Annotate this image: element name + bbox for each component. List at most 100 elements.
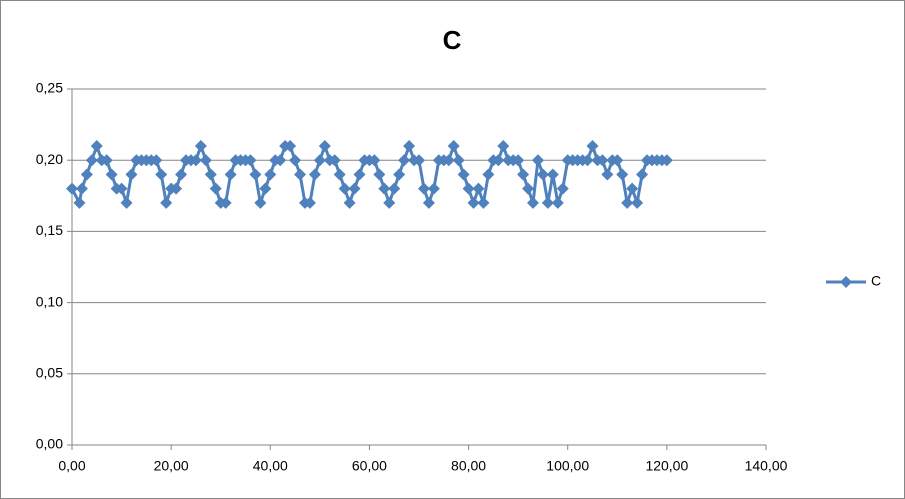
marker (219, 196, 232, 209)
y-tick-label: 0,05 (36, 365, 63, 381)
marker (199, 154, 212, 167)
marker (393, 168, 406, 181)
y-tick-label: 0,25 (36, 80, 63, 96)
marker (413, 154, 425, 167)
marker (512, 154, 525, 167)
marker (120, 196, 133, 209)
marker (274, 154, 287, 167)
marker (596, 154, 609, 167)
marker (224, 168, 237, 181)
marker (353, 168, 366, 181)
marker (373, 168, 386, 181)
marker (348, 182, 361, 195)
x-tick-label: 100,00 (546, 458, 589, 474)
marker (115, 182, 128, 195)
marker (254, 196, 267, 209)
marker (80, 168, 93, 181)
marker (621, 196, 634, 209)
marker (244, 154, 257, 167)
marker (289, 154, 302, 167)
marker (66, 182, 78, 195)
marker (284, 139, 297, 152)
marker (527, 196, 540, 209)
y-tick-label: 0,20 (36, 151, 63, 167)
marker (457, 168, 470, 181)
y-tick-label: 0,10 (36, 293, 63, 309)
marker (170, 182, 183, 195)
marker (601, 168, 614, 181)
marker (100, 154, 113, 167)
marker (581, 154, 594, 167)
marker (383, 196, 396, 209)
marker (522, 182, 535, 195)
marker (422, 196, 435, 209)
marker (75, 182, 88, 195)
x-tick-label: 20,00 (154, 458, 189, 474)
marker (308, 168, 321, 181)
marker (85, 154, 98, 167)
y-tick-label: 0,00 (36, 436, 63, 452)
marker (626, 182, 639, 195)
x-tick-label: 40,00 (253, 458, 288, 474)
marker (189, 154, 202, 167)
marker (660, 154, 673, 167)
marker (313, 154, 326, 167)
x-tick-label: 120,00 (645, 458, 688, 474)
marker (155, 168, 168, 181)
marker (368, 154, 381, 167)
marker (150, 154, 163, 167)
marker (388, 182, 401, 195)
marker (556, 182, 569, 195)
legend-label: C (871, 273, 881, 289)
marker (467, 196, 480, 209)
marker (125, 168, 138, 181)
marker (403, 139, 416, 152)
x-tick-label: 140,00 (745, 458, 788, 474)
marker (160, 196, 173, 209)
marker (333, 168, 346, 181)
y-tick-label: 0,15 (36, 222, 63, 238)
marker (482, 168, 495, 181)
marker (452, 154, 465, 167)
marker (338, 182, 351, 195)
marker (517, 168, 530, 181)
marker (328, 154, 341, 167)
legend-marker (840, 276, 852, 288)
marker (318, 139, 331, 152)
x-tick-label: 60,00 (352, 458, 387, 474)
marker (616, 168, 629, 181)
marker (472, 182, 485, 195)
marker (264, 168, 277, 181)
marker (442, 154, 455, 167)
marker (90, 139, 103, 152)
marker (204, 168, 217, 181)
marker (294, 168, 307, 181)
marker (631, 196, 644, 209)
marker (194, 139, 207, 152)
marker (551, 196, 564, 209)
x-tick-label: 0,00 (58, 458, 85, 474)
marker (343, 196, 356, 209)
marker (73, 196, 86, 209)
marker (378, 182, 391, 195)
marker (531, 154, 544, 167)
marker (536, 168, 549, 181)
marker (249, 168, 262, 181)
marker (462, 182, 475, 195)
marker (303, 196, 316, 209)
marker (209, 182, 222, 195)
marker (586, 139, 599, 152)
marker (417, 182, 430, 195)
chart-title: C (443, 25, 462, 55)
marker (497, 139, 510, 152)
marker (477, 196, 490, 209)
marker (611, 154, 624, 167)
marker (541, 196, 554, 209)
marker (259, 182, 272, 195)
marker (447, 139, 460, 152)
marker (636, 168, 649, 181)
marker (175, 168, 188, 181)
marker (105, 168, 118, 181)
